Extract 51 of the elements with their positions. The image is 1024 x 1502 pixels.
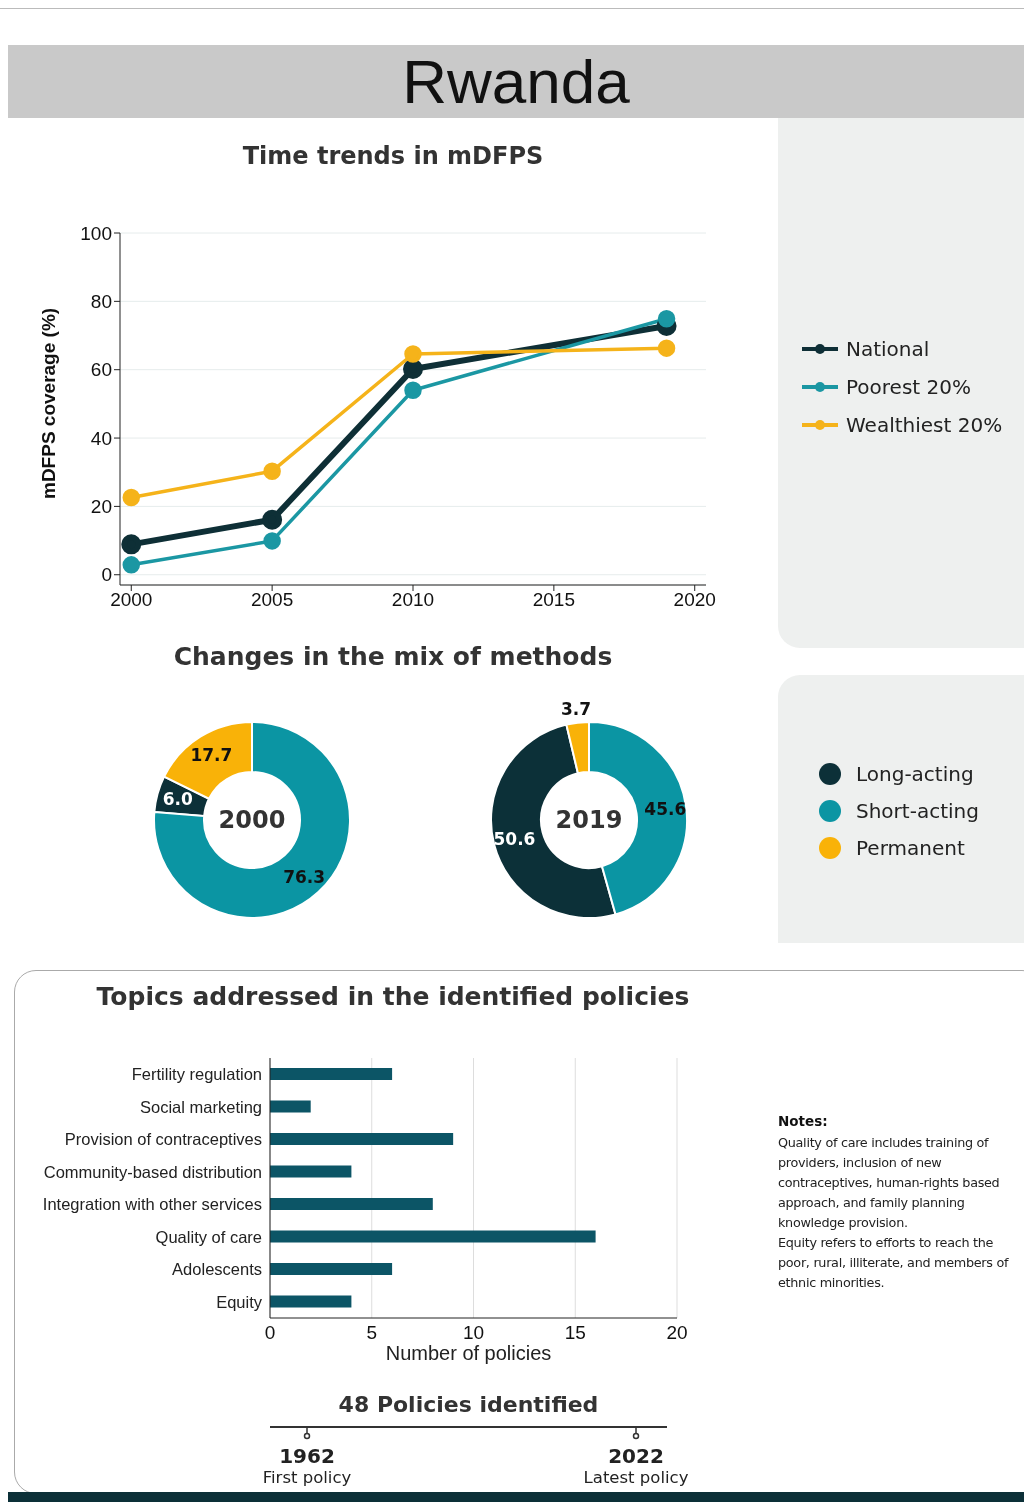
x-tick-label: 2020 [673, 589, 716, 611]
y-tick-label: 100 [80, 222, 112, 244]
text: Quality of care includes training of providers, inclusion of new contraceptives, human-rights based approach, and family planning knowledge provision. [778, 1134, 1001, 1232]
text: 48 Policies identified [337, 1392, 600, 1417]
data-label: 6.0 [162, 789, 194, 810]
y-tick-label: Community-based distribution [43, 1162, 262, 1181]
x-tick-label: 0 [264, 1322, 276, 1344]
text: 1962 [278, 1444, 336, 1468]
y-tick-label: 60 [90, 359, 112, 381]
data-label: 3.7 [560, 698, 592, 719]
x-tick-label: 15 [564, 1322, 586, 1344]
y-tick-label: 40 [90, 427, 112, 449]
x-tick-label: 2015 [532, 589, 576, 611]
y-tick-label: Social marketing [140, 1097, 262, 1116]
legend-label: Long-acting [856, 761, 974, 786]
x-tick-label: 5 [366, 1322, 378, 1344]
text: 2000 [218, 806, 286, 834]
y-tick-label: Adolescents [172, 1260, 262, 1279]
text: Notes: [778, 1113, 828, 1129]
x-tick-label: 2010 [391, 589, 435, 611]
x-axis-title: Number of policies [384, 1342, 553, 1365]
y-tick-label: Quality of care [155, 1227, 262, 1246]
text: Latest policy [582, 1468, 690, 1488]
legend-label: Short-acting [856, 798, 979, 823]
data-label: 17.7 [190, 744, 233, 765]
chart-title: Topics addressed in the identified policies [95, 982, 691, 1011]
y-tick-label: 80 [90, 291, 112, 313]
legend-label: Permanent [856, 835, 965, 860]
y-tick-label: Provision of contraceptives [64, 1130, 262, 1149]
x-tick-label: 10 [462, 1322, 485, 1344]
data-label: 76.3 [283, 866, 326, 887]
text: 2022 [607, 1444, 665, 1468]
y-tick-label: 0 [101, 564, 112, 586]
y-tick-label: Fertility regulation [131, 1065, 262, 1084]
x-tick-label: 2000 [110, 589, 153, 611]
legend-label: National [846, 337, 930, 361]
chart-subtitle: Time trends in mDFPS [241, 142, 545, 170]
x-tick-label: 2005 [250, 589, 294, 611]
x-tick-label: 20 [666, 1322, 688, 1344]
y-axis-title: mDFPS coverage (%) [37, 307, 59, 499]
y-tick-label: 20 [90, 496, 112, 518]
chart-title: Changes in the mix of methods [172, 642, 614, 671]
data-label: 50.6 [493, 829, 536, 850]
y-tick-label: Equity [216, 1292, 263, 1311]
legend-label: Wealthiest 20% [846, 413, 1003, 437]
text: 2019 [555, 806, 623, 834]
text: Equity refers to efforts to reach the poor, rural, illiterate, and members of ethnic minorities. [778, 1234, 1010, 1292]
y-tick-label: Integration with other services [42, 1195, 262, 1214]
data-label: 45.6 [644, 799, 687, 820]
legend-label: Poorest 20% [846, 375, 971, 399]
text: First policy [261, 1468, 353, 1488]
